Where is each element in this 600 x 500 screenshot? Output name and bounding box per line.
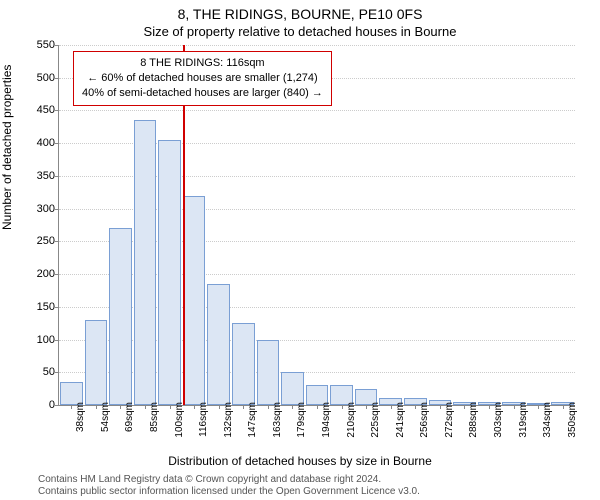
x-tick-label: 194sqm bbox=[321, 402, 332, 438]
chart-subtitle: Size of property relative to detached ho… bbox=[0, 24, 600, 39]
x-tick-label: 241sqm bbox=[395, 402, 406, 438]
y-tick-label: 150 bbox=[29, 301, 55, 313]
x-tick-label: 100sqm bbox=[174, 402, 185, 438]
x-tick-label: 163sqm bbox=[272, 402, 283, 438]
y-tick-label: 550 bbox=[29, 39, 55, 51]
y-tick-label: 100 bbox=[29, 334, 55, 346]
y-tick bbox=[55, 307, 59, 308]
y-tick bbox=[55, 176, 59, 177]
y-tick-label: 400 bbox=[29, 137, 55, 149]
y-tick bbox=[55, 45, 59, 46]
x-tick bbox=[268, 405, 269, 409]
x-tick-label: 319sqm bbox=[518, 402, 529, 438]
x-tick bbox=[563, 405, 564, 409]
info-line-1: 8 THE RIDINGS: 116sqm bbox=[82, 56, 323, 71]
x-tick-label: 288sqm bbox=[468, 402, 479, 438]
y-tick bbox=[55, 143, 59, 144]
histogram-chart: 8, THE RIDINGS, BOURNE, PE10 0FS Size of… bbox=[0, 0, 600, 500]
histogram-bar bbox=[158, 140, 181, 405]
y-tick bbox=[55, 405, 59, 406]
info-line-3: 40% of semi-detached houses are larger (… bbox=[82, 86, 323, 101]
y-tick-label: 250 bbox=[29, 235, 55, 247]
gridline bbox=[59, 110, 575, 111]
y-tick bbox=[55, 209, 59, 210]
x-tick-label: 85sqm bbox=[149, 402, 160, 432]
chart-title: 8, THE RIDINGS, BOURNE, PE10 0FS bbox=[0, 6, 600, 22]
x-tick-label: 147sqm bbox=[247, 402, 258, 438]
x-tick bbox=[538, 405, 539, 409]
x-tick bbox=[366, 405, 367, 409]
x-tick bbox=[440, 405, 441, 409]
marker-info-box: 8 THE RIDINGS: 116sqm ← 60% of detached … bbox=[73, 51, 332, 106]
x-tick-label: 179sqm bbox=[296, 402, 307, 438]
footnote: Contains HM Land Registry data © Crown c… bbox=[38, 474, 420, 498]
y-tick-label: 0 bbox=[29, 399, 55, 411]
y-tick-label: 300 bbox=[29, 203, 55, 215]
x-tick-label: 334sqm bbox=[542, 402, 553, 438]
y-tick-label: 50 bbox=[29, 366, 55, 378]
x-tick bbox=[145, 405, 146, 409]
x-tick bbox=[96, 405, 97, 409]
histogram-bar bbox=[85, 320, 108, 405]
x-tick bbox=[317, 405, 318, 409]
histogram-bar bbox=[183, 196, 206, 405]
x-tick-label: 54sqm bbox=[100, 402, 111, 432]
histogram-bar bbox=[207, 284, 230, 405]
x-tick bbox=[391, 405, 392, 409]
y-tick-label: 450 bbox=[29, 104, 55, 116]
x-tick bbox=[170, 405, 171, 409]
x-tick-label: 210sqm bbox=[346, 402, 357, 438]
y-tick bbox=[55, 372, 59, 373]
x-tick-label: 225sqm bbox=[370, 402, 381, 438]
x-tick-label: 303sqm bbox=[493, 402, 504, 438]
gridline bbox=[59, 45, 575, 46]
x-tick bbox=[464, 405, 465, 409]
x-tick bbox=[415, 405, 416, 409]
x-tick bbox=[489, 405, 490, 409]
x-tick-label: 132sqm bbox=[223, 402, 234, 438]
y-tick-label: 500 bbox=[29, 72, 55, 84]
x-tick-label: 38sqm bbox=[75, 402, 86, 432]
footnote-line-1: Contains HM Land Registry data © Crown c… bbox=[38, 474, 420, 486]
x-tick bbox=[194, 405, 195, 409]
x-tick-label: 116sqm bbox=[198, 402, 209, 437]
y-tick-label: 350 bbox=[29, 170, 55, 182]
x-tick bbox=[292, 405, 293, 409]
y-axis-label: Number of detached properties bbox=[0, 65, 14, 230]
x-tick bbox=[243, 405, 244, 409]
y-tick bbox=[55, 340, 59, 341]
x-tick-label: 69sqm bbox=[124, 402, 135, 432]
y-tick bbox=[55, 241, 59, 242]
x-tick bbox=[514, 405, 515, 409]
x-tick bbox=[342, 405, 343, 409]
y-tick bbox=[55, 274, 59, 275]
x-tick-label: 256sqm bbox=[419, 402, 430, 438]
y-tick-label: 200 bbox=[29, 268, 55, 280]
plot-area: 05010015020025030035040045050055038sqm54… bbox=[58, 45, 575, 406]
x-axis-label: Distribution of detached houses by size … bbox=[0, 454, 600, 468]
histogram-bar bbox=[134, 120, 157, 405]
histogram-bar bbox=[281, 372, 304, 405]
x-tick bbox=[120, 405, 121, 409]
footnote-line-2: Contains public sector information licen… bbox=[38, 486, 420, 498]
histogram-bar bbox=[232, 323, 255, 405]
info-line-2: ← 60% of detached houses are smaller (1,… bbox=[82, 71, 323, 86]
x-tick bbox=[71, 405, 72, 409]
x-tick-label: 272sqm bbox=[444, 402, 455, 438]
x-tick-label: 350sqm bbox=[567, 402, 578, 438]
histogram-bar bbox=[109, 228, 132, 405]
y-tick bbox=[55, 78, 59, 79]
histogram-bar bbox=[257, 340, 280, 405]
x-tick bbox=[219, 405, 220, 409]
y-tick bbox=[55, 110, 59, 111]
